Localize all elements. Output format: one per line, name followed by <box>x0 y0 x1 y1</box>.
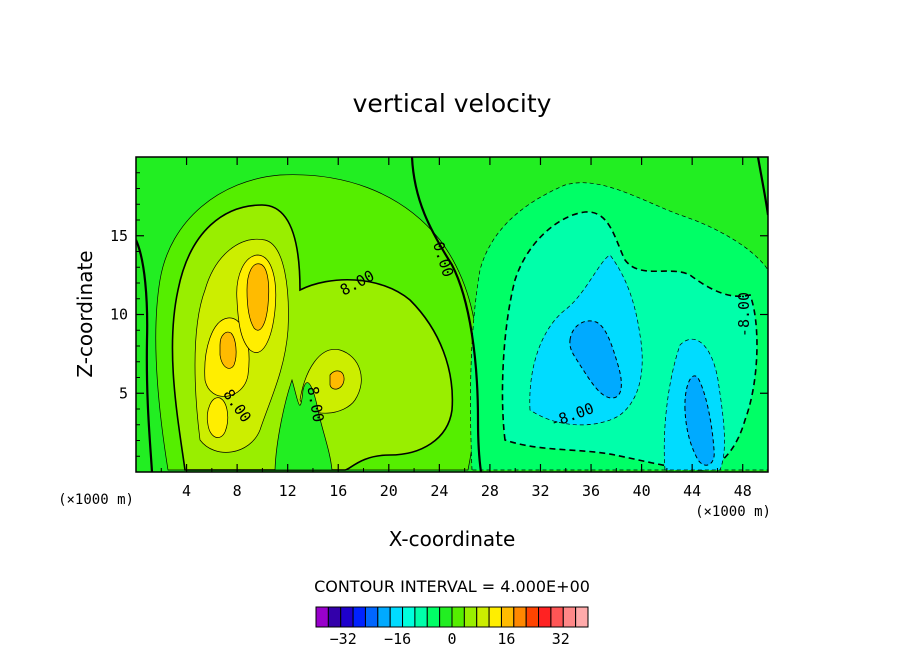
x-tick-label: 8 <box>233 482 242 500</box>
x-tick-label: 44 <box>683 482 701 500</box>
colorbar-swatch <box>538 606 552 628</box>
contour-interval-label: CONTOUR INTERVAL = 4.000E+00 <box>314 577 590 596</box>
x-tick-label: 12 <box>279 482 297 500</box>
x-tick-label: 16 <box>329 482 347 500</box>
colorbar-swatch <box>500 606 515 628</box>
contour-fill-low-plume <box>274 378 333 471</box>
colorbar-swatch <box>575 606 589 628</box>
y-tick-label: 15 <box>110 227 128 245</box>
colorbar-swatch <box>463 606 478 628</box>
colorbar-swatch <box>315 606 329 628</box>
colorbar-swatch <box>364 606 379 628</box>
x-axis-label: X-coordinate <box>389 527 516 551</box>
colorbar-swatch <box>327 606 342 628</box>
colorbar-swatch <box>402 606 416 628</box>
contour-zero-line <box>410 157 483 472</box>
colorbar-tick-label: −16 <box>384 630 411 648</box>
colorbar-swatch <box>476 606 490 628</box>
x-tick-label: 48 <box>734 482 752 500</box>
x-axis: 4 8 12 16 20 24 28 32 36 40 44 48 <box>160 157 752 500</box>
colorbar-swatch <box>525 606 540 628</box>
x-tick-label: 24 <box>430 482 448 500</box>
y-tick-label: 5 <box>119 384 128 402</box>
y-axis-label: Z-coordinate <box>73 250 97 377</box>
colorbar-swatch <box>389 606 404 628</box>
colorbar-swatch <box>513 606 527 628</box>
colorbar-swatch <box>426 606 441 628</box>
x-tick-label: 20 <box>380 482 398 500</box>
colorbar-swatch <box>488 606 502 628</box>
contour-label-text: 8.00 <box>303 385 327 424</box>
contour-fill-plus20c <box>329 370 345 390</box>
colorbar-swatch <box>377 606 391 628</box>
colorbar-tick-label: −32 <box>330 630 357 648</box>
colorbar <box>315 606 589 628</box>
x-tick-label: 4 <box>182 482 191 500</box>
chart-title: vertical velocity <box>353 89 552 118</box>
contour-fill-plus16c <box>206 397 229 438</box>
contour-label: 8.00 <box>303 385 327 424</box>
plot-area <box>136 157 768 472</box>
colorbar-ticks: −32 −16 0 16 32 <box>330 630 570 648</box>
colorbar-swatch <box>550 606 564 628</box>
colorbar-swatch <box>439 606 453 628</box>
x-tick-label: 36 <box>582 482 600 500</box>
contour-fill-plus20b <box>219 331 237 369</box>
colorbar-tick-label: 16 <box>497 630 515 648</box>
colorbar-tick-label: 32 <box>552 630 570 648</box>
colorbar-swatch <box>352 606 366 628</box>
x-tick-label: 32 <box>531 482 549 500</box>
x-tick-label: 28 <box>481 482 499 500</box>
contour-fill-minus16b <box>684 375 715 466</box>
contour-fill-plus20 <box>246 263 270 331</box>
contour-label-text: -8.00 <box>735 292 753 337</box>
colorbar-swatch <box>414 606 428 628</box>
colorbar-swatch <box>562 606 577 628</box>
y-axis-unit: (×1000 m) <box>58 492 134 508</box>
y-tick-label: 10 <box>110 306 128 324</box>
contour-fill-minus16 <box>569 320 622 399</box>
x-axis-unit: (×1000 m) <box>695 504 771 520</box>
contour-zero-line-west <box>136 239 154 472</box>
y-axis: 5 10 15 <box>110 172 768 457</box>
colorbar-swatch <box>340 606 354 628</box>
contour-label: -8.00 <box>735 292 753 337</box>
x-tick-label: 40 <box>633 482 651 500</box>
colorbar-swatch <box>451 606 465 628</box>
colorbar-tick-label: 0 <box>447 630 456 648</box>
